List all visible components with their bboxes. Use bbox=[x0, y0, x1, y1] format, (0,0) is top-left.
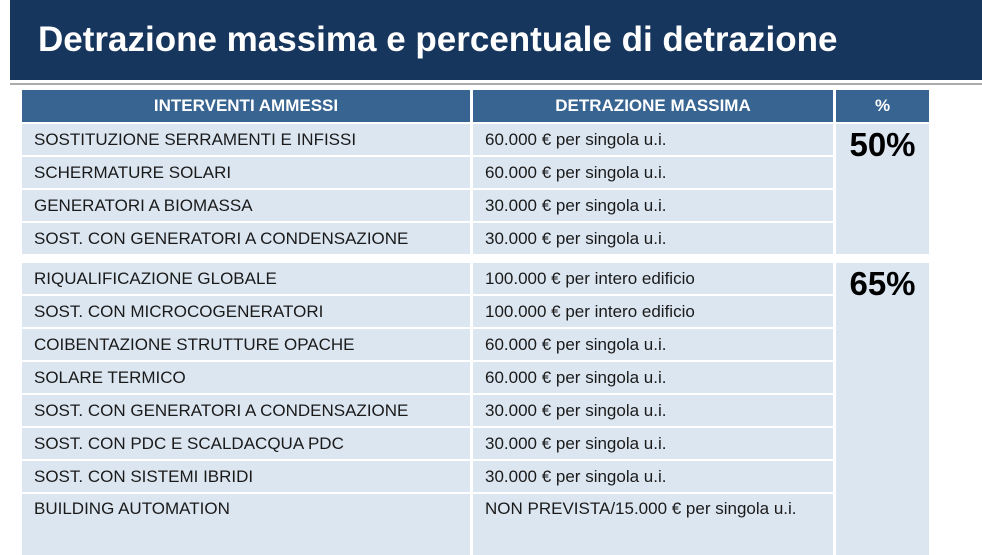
table-row-value: 30.000 € per singola u.i. bbox=[473, 223, 833, 254]
table-group-50: INTERVENTI AMMESSI DETRAZIONE MASSIMA % … bbox=[22, 90, 929, 254]
table-row-value: 60.000 € per singola u.i. bbox=[473, 157, 833, 188]
slide-title-band: Detrazione massima e percentuale di detr… bbox=[10, 0, 982, 80]
table-row-label: SOSTITUZIONE SERRAMENTI E INFISSI bbox=[22, 124, 470, 155]
percent-label-65: 65% bbox=[849, 265, 916, 302]
column-header-detrazione: DETRAZIONE MASSIMA bbox=[473, 90, 833, 122]
deduction-tables: INTERVENTI AMMESSI DETRAZIONE MASSIMA % … bbox=[22, 90, 929, 555]
page-title: Detrazione massima e percentuale di detr… bbox=[38, 20, 838, 59]
table-row-value: 60.000 € per singola u.i. bbox=[473, 362, 833, 393]
table-row-value: 30.000 € per singola u.i. bbox=[473, 395, 833, 426]
table-row-label: SOLARE TERMICO bbox=[22, 362, 470, 393]
table-row-value: 100.000 € per intero edificio bbox=[473, 296, 833, 327]
table-row-label: COIBENTAZIONE STRUTTURE OPACHE bbox=[22, 329, 470, 360]
table-row-label: BUILDING AUTOMATION bbox=[22, 494, 470, 555]
table-row-value: NON PREVISTA/15.000 € per singola u.i. bbox=[473, 494, 833, 555]
table-row-label: GENERATORI A BIOMASSA bbox=[22, 190, 470, 221]
table-group-65: RIQUALIFICAZIONE GLOBALE 100.000 € per i… bbox=[22, 263, 929, 555]
table-row-value: 60.000 € per singola u.i. bbox=[473, 124, 833, 155]
table-row-label: SCHERMATURE SOLARI bbox=[22, 157, 470, 188]
column-header-interventi: INTERVENTI AMMESSI bbox=[22, 90, 470, 122]
table-row-value: 30.000 € per singola u.i. bbox=[473, 190, 833, 221]
table-row-label: SOST. CON MICROCOGENERATORI bbox=[22, 296, 470, 327]
table-row-value: 30.000 € per singola u.i. bbox=[473, 461, 833, 492]
column-header-percent: % bbox=[836, 90, 929, 122]
table-row-label: SOST. CON SISTEMI IBRIDI bbox=[22, 461, 470, 492]
title-divider-rule bbox=[10, 83, 982, 85]
table-row-label: RIQUALIFICAZIONE GLOBALE bbox=[22, 263, 470, 294]
percent-cell-50: 50% bbox=[836, 124, 929, 254]
table-row-label: SOST. CON GENERATORI A CONDENSAZIONE bbox=[22, 223, 470, 254]
percent-cell-65: 65% bbox=[836, 263, 929, 555]
percent-label-50: 50% bbox=[849, 126, 916, 163]
table-row-value: 60.000 € per singola u.i. bbox=[473, 329, 833, 360]
table-row-value: 100.000 € per intero edificio bbox=[473, 263, 833, 294]
table-row-label: SOST. CON GENERATORI A CONDENSAZIONE bbox=[22, 395, 470, 426]
table-row-value: 30.000 € per singola u.i. bbox=[473, 428, 833, 459]
table-row-label: SOST. CON PDC E SCALDACQUA PDC bbox=[22, 428, 470, 459]
